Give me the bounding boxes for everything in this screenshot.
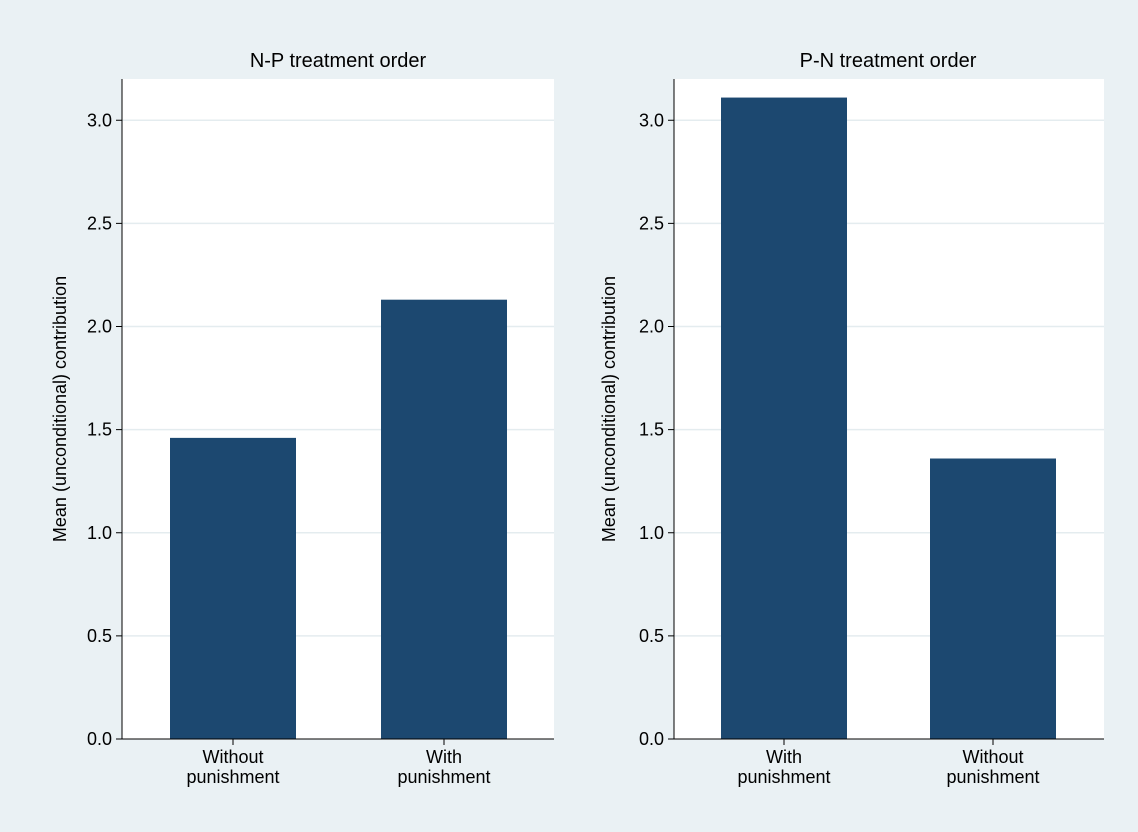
y-tick-label-1-0: 0.0: [87, 729, 112, 749]
y-tick-label-2-2: 1.0: [639, 523, 664, 543]
y-tick-label-1-6: 3.0: [87, 110, 112, 130]
y-tick-label-2-6: 3.0: [639, 110, 664, 130]
panel-title-2: P-N treatment order: [800, 50, 977, 72]
x-category-label-2-0-1: punishment: [737, 767, 830, 787]
x-category-label-1-0-0: Without: [202, 747, 263, 767]
y-axis-title-1: Mean (unconditional) contribution: [50, 276, 70, 542]
y-tick-label-2-4: 2.0: [639, 317, 664, 337]
y-tick-label-1-3: 1.5: [87, 420, 112, 440]
y-tick-label-2-1: 0.5: [639, 626, 664, 646]
x-category-label-1-1-1: punishment: [397, 767, 490, 787]
x-category-label-2-0-0: With: [766, 747, 802, 767]
bar-2-2: [930, 458, 1056, 739]
y-axis-title-2: Mean (unconditional) contribution: [599, 276, 619, 542]
panel-title-1: N-P treatment order: [250, 50, 427, 72]
x-category-label-1-0-1: punishment: [186, 767, 279, 787]
y-tick-label-1-5: 2.5: [87, 213, 112, 233]
x-category-label-2-1-0: Without: [962, 747, 1023, 767]
x-category-label-2-1-1: punishment: [946, 767, 1039, 787]
y-tick-label-1-4: 2.0: [87, 317, 112, 337]
y-tick-label-2-5: 2.5: [639, 213, 664, 233]
y-tick-label-1-1: 0.5: [87, 626, 112, 646]
x-category-label-1-1-0: With: [426, 747, 462, 767]
y-tick-label-1-2: 1.0: [87, 523, 112, 543]
bar-1-2: [381, 299, 507, 739]
y-tick-label-2-0: 0.0: [639, 729, 664, 749]
y-tick-label-2-3: 1.5: [639, 420, 664, 440]
bar-2-1: [721, 97, 847, 739]
bar-1-1: [170, 437, 296, 739]
